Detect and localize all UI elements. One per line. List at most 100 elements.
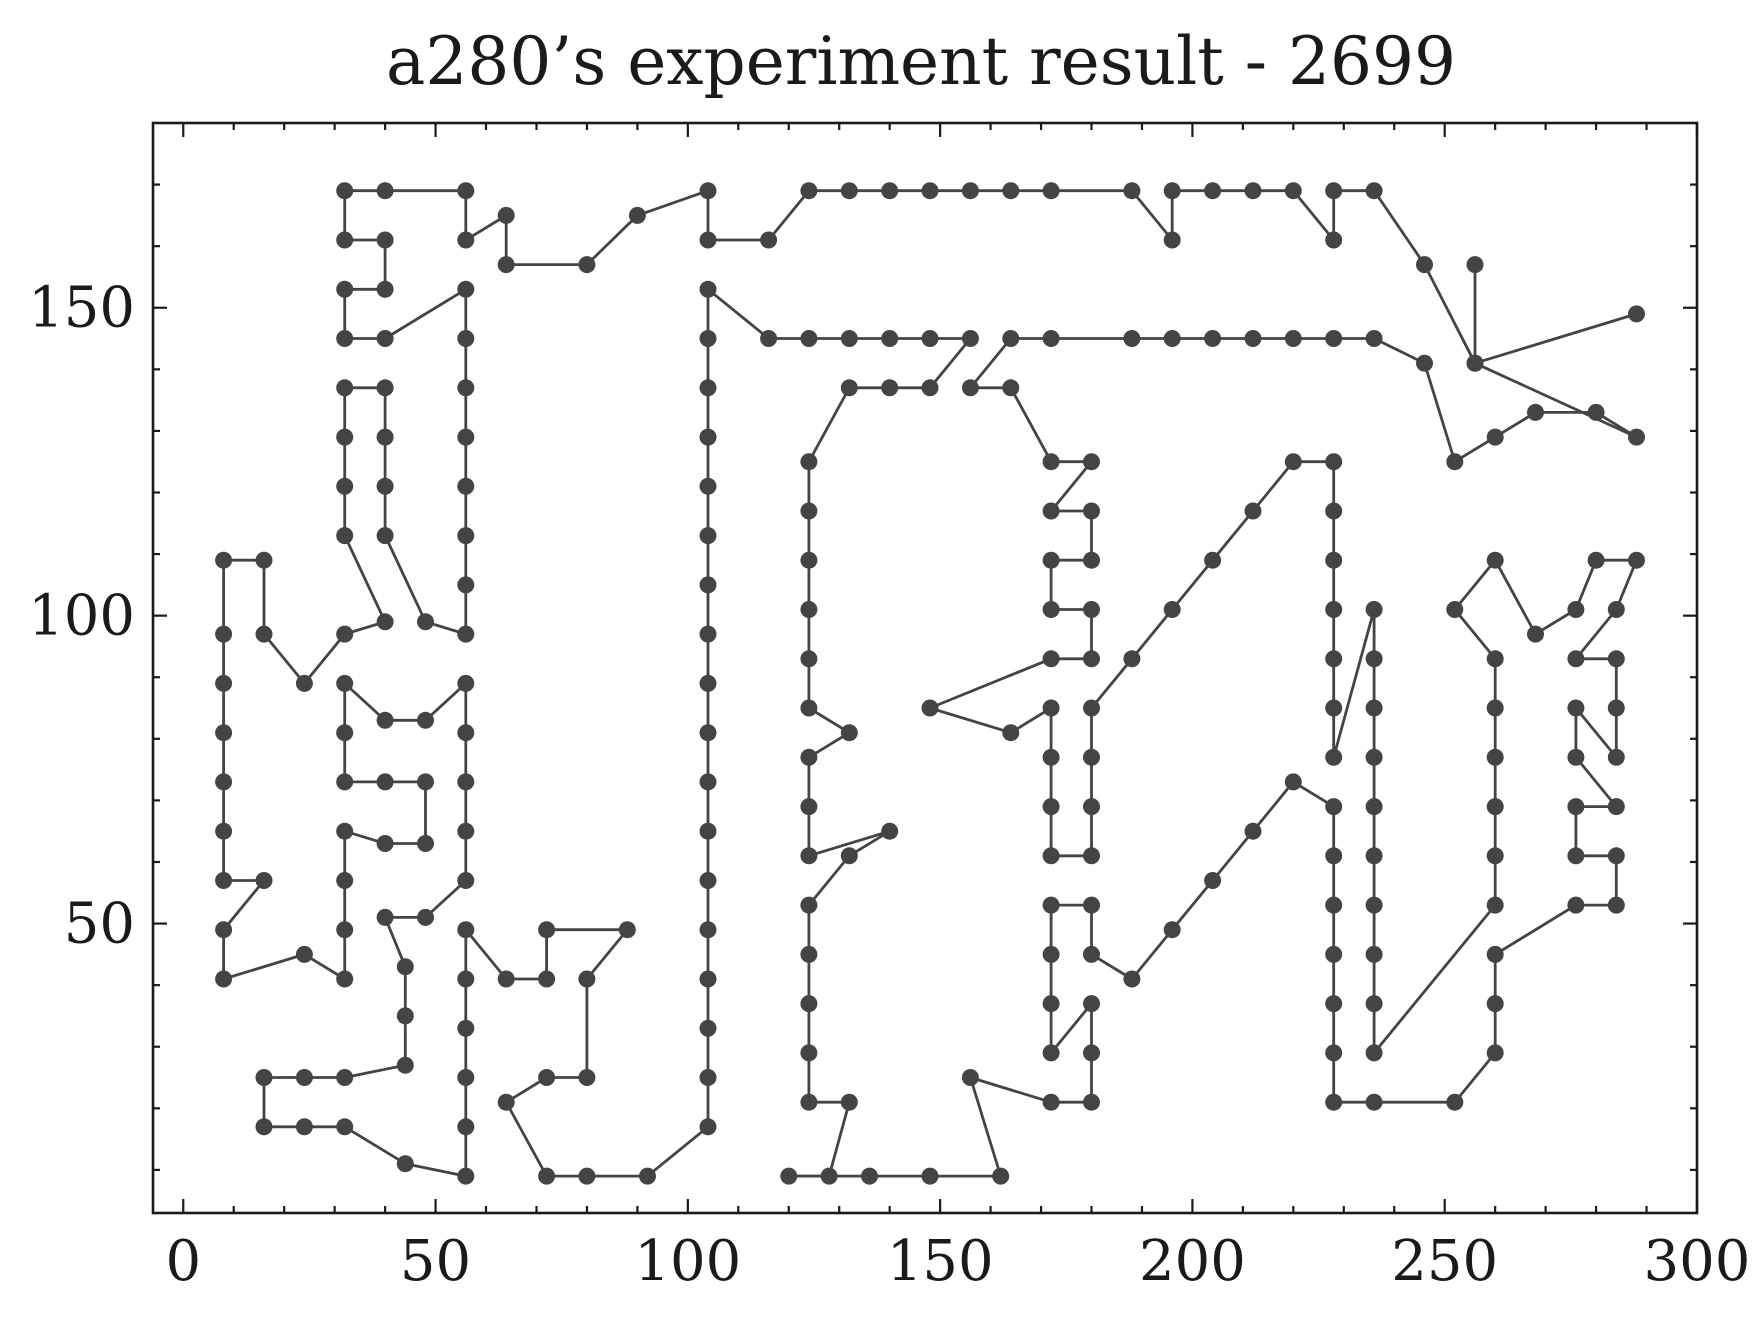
chart-title: a280’s experiment result - 2699 [386,23,1456,100]
data-point [457,1118,475,1136]
data-point [1325,699,1343,717]
data-point [417,773,434,791]
data-point [1042,798,1060,816]
route-segment [383,534,427,624]
data-point [1083,896,1100,914]
data-point [961,182,979,200]
data-point [921,699,939,717]
data-point [1587,403,1605,421]
data-point [1486,650,1504,668]
data-point [1083,1044,1100,1062]
data-point [457,280,475,298]
data-point [921,379,939,397]
data-point [1365,896,1383,914]
data-point [699,428,717,446]
data-point [578,1069,596,1086]
data-point [1083,847,1100,865]
route-segment [807,829,892,858]
data-point [1325,945,1343,963]
data-point [699,724,717,742]
y-tick-label: 100 [28,584,135,649]
data-point [396,1155,414,1173]
data-point [800,847,818,865]
data-point [1587,551,1605,569]
route-segment [1614,558,1638,611]
data-point [376,330,394,347]
route-segment [1049,460,1093,513]
route-segment [636,189,710,217]
data-point [1325,551,1343,569]
data-point [1083,650,1100,668]
route-segment [302,632,347,685]
route-segment [1170,558,1214,611]
route-segment [1211,509,1255,562]
data-point [336,330,354,347]
data-point [840,330,858,347]
route-segment [1211,829,1255,882]
data-point [538,1167,556,1185]
y-tick-label: 150 [28,276,135,341]
data-point [336,921,354,939]
route-segment [827,1100,851,1178]
data-point [1567,650,1585,668]
data-point [1163,231,1181,249]
route-segment [424,682,468,722]
data-point [800,1093,818,1111]
x-tick-label: 200 [1139,1229,1246,1294]
data-point [215,551,233,569]
route-segment [969,1076,1003,1178]
data-point [1325,231,1343,249]
data-point [336,1118,354,1136]
data-point [457,773,475,791]
data-point [699,576,717,594]
data-point [840,1093,858,1111]
data-point [1567,896,1585,914]
data-point [699,1019,717,1037]
data-point [497,970,515,988]
route-segment [1251,780,1295,833]
data-point [1284,773,1302,791]
data-point [457,1069,475,1086]
data-point [1365,995,1383,1013]
data-point [1325,896,1343,914]
data-point [1466,256,1484,274]
data-point [376,428,394,446]
data-point [921,1167,939,1185]
data-point [760,231,778,249]
x-tick-label: 50 [400,1229,471,1294]
data-point [1042,330,1060,347]
data-point [1607,601,1625,618]
data-point [1325,650,1343,668]
data-point [800,453,818,471]
data-point [295,1069,313,1086]
data-point [699,970,717,988]
data-point [457,527,475,545]
data-point [881,330,899,347]
x-tick-label: 150 [887,1229,994,1294]
route-points-layer [215,182,1645,1185]
data-point [1083,1093,1100,1111]
data-point [215,625,233,643]
data-point [1365,945,1383,963]
route-segment [1130,608,1174,661]
data-point [1204,182,1222,200]
data-point [1486,995,1504,1013]
data-point [1628,551,1645,569]
data-point [215,970,233,988]
data-point [800,330,818,347]
route-segment [383,916,407,969]
data-point [1567,798,1585,816]
data-point [1365,330,1383,347]
route-segment [1574,755,1618,808]
data-point [1083,601,1100,618]
data-point [1002,330,1020,347]
data-point [376,231,394,249]
data-point [457,231,475,249]
data-point [336,428,354,446]
data-point [1567,699,1585,717]
data-point [1365,650,1383,668]
route-segment [1473,312,1638,365]
data-point [336,773,354,791]
data-point [1607,748,1625,766]
route-segment [1574,608,1618,661]
